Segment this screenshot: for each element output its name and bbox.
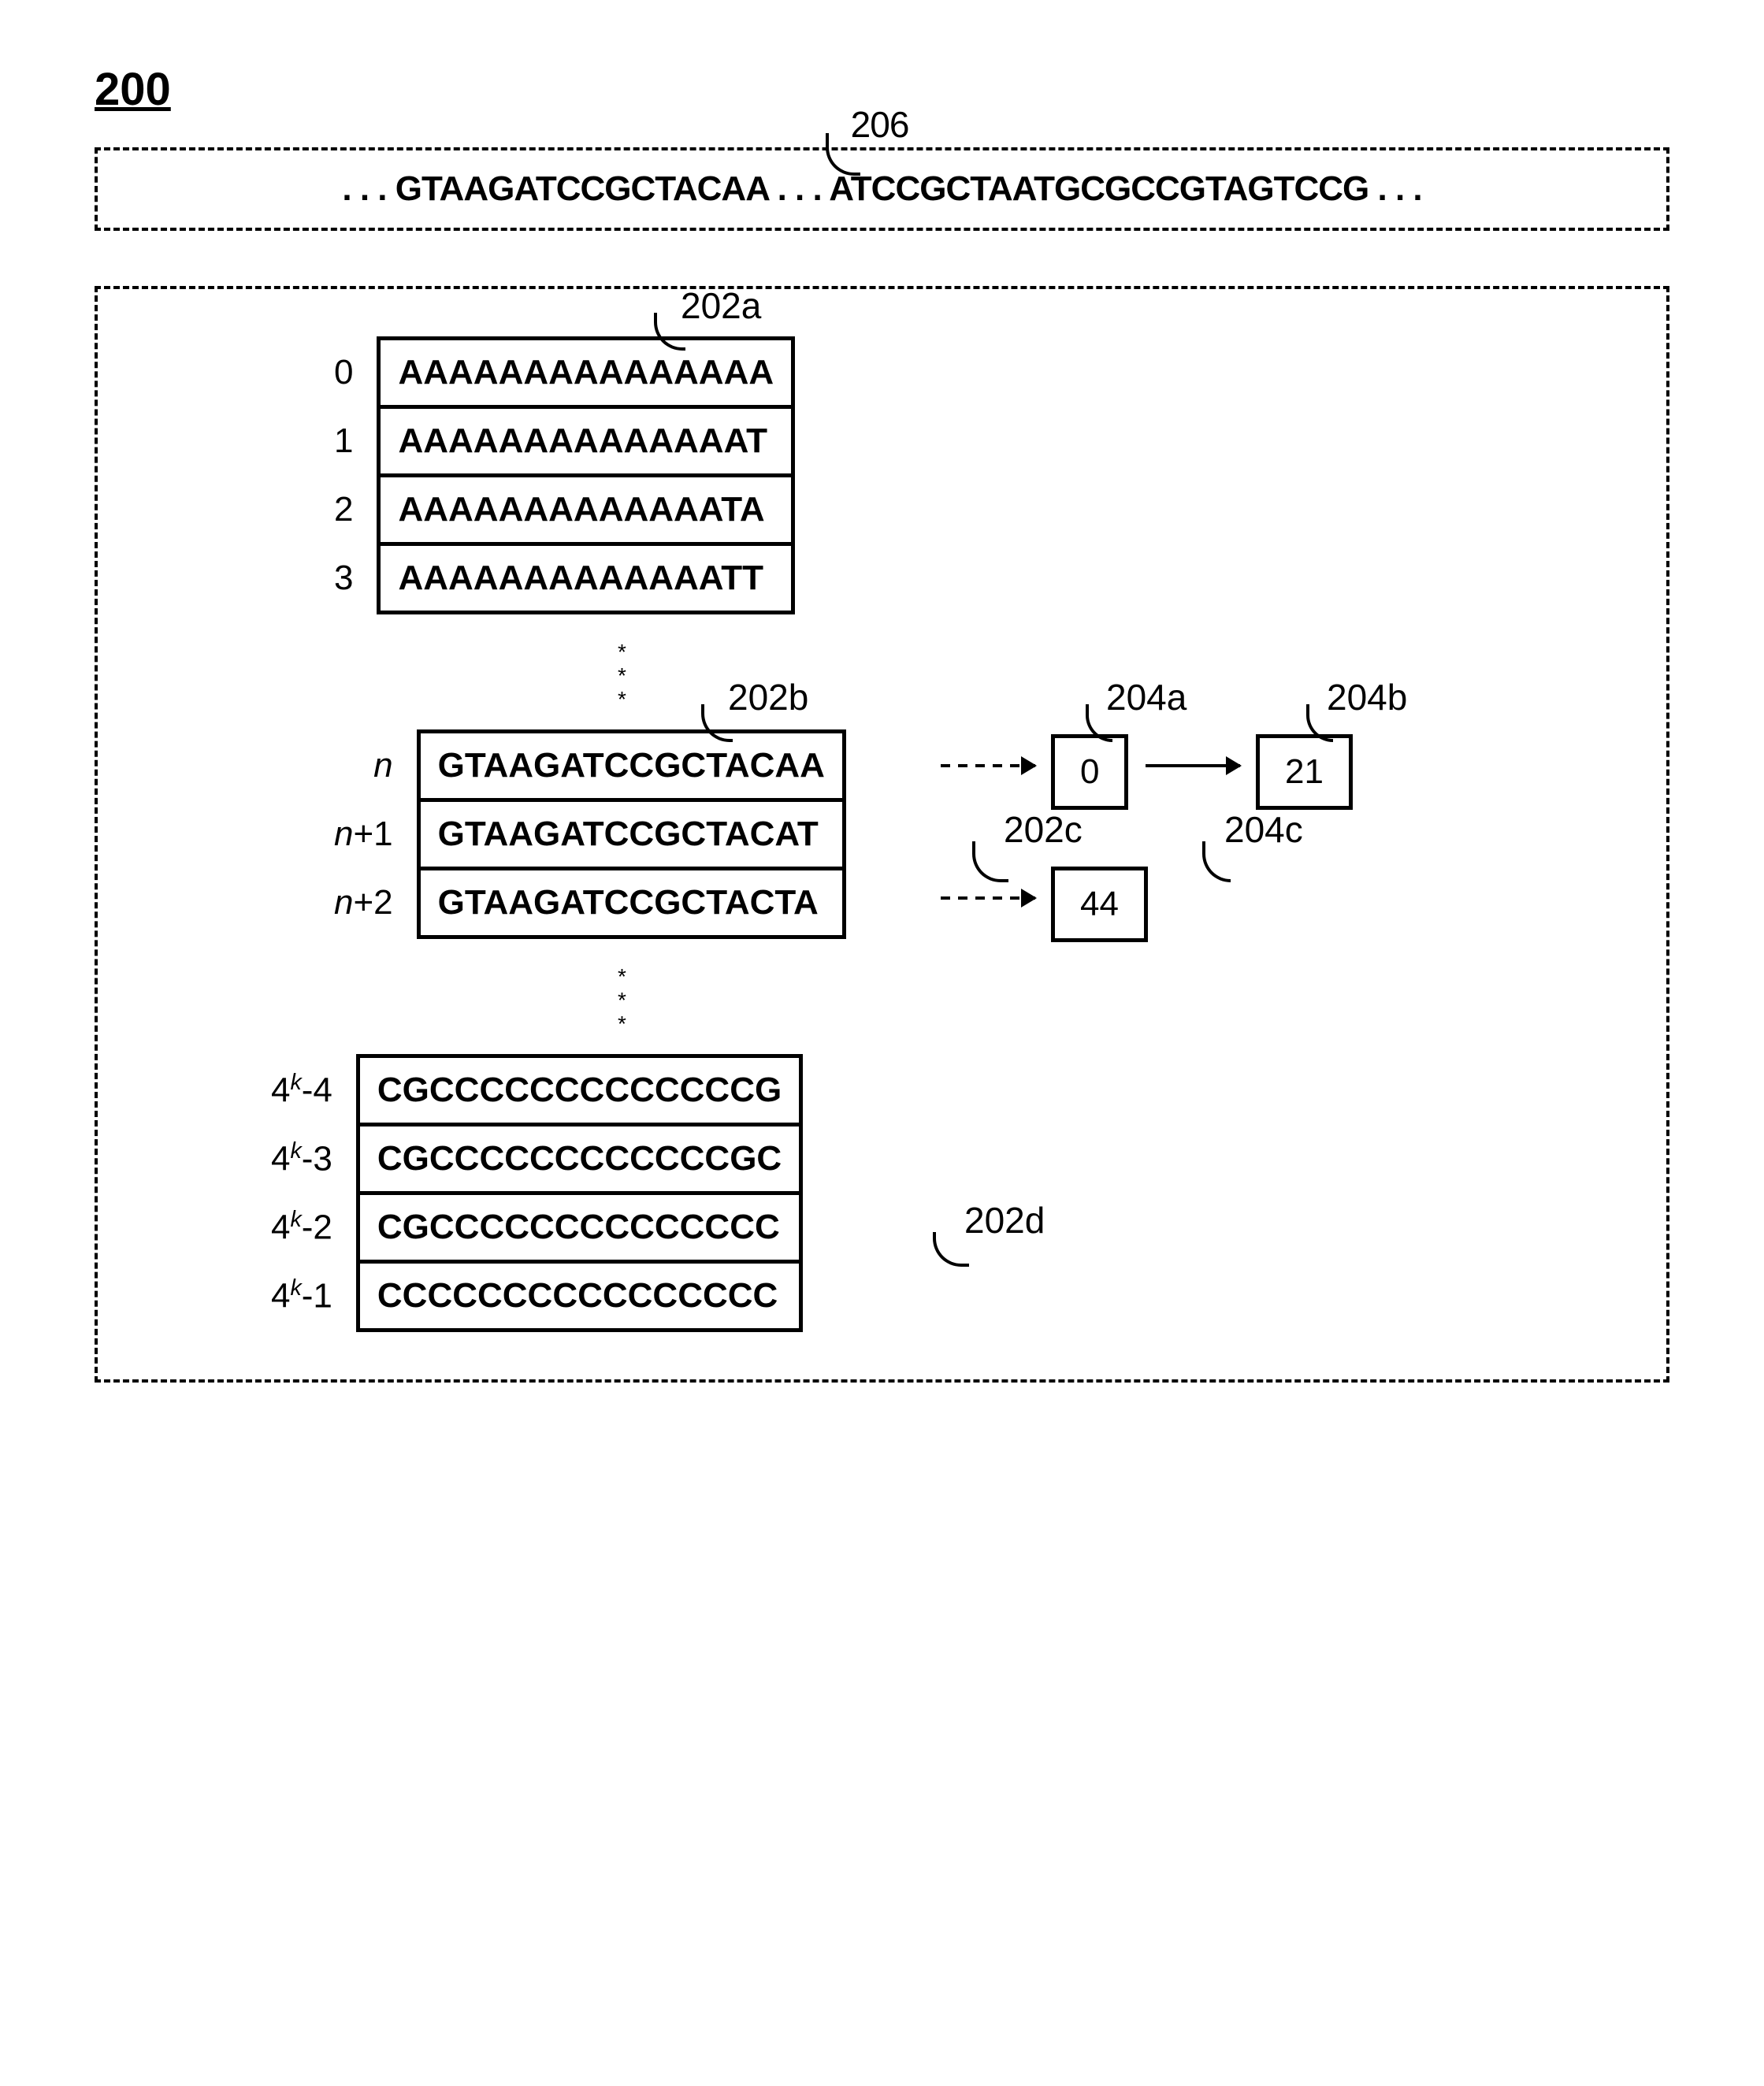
table-row: n+2 GTAAGATCCGCTACTA bbox=[334, 869, 844, 937]
callout-202b: 202b bbox=[728, 676, 808, 718]
sequence-cell: CGCCCCCCCCCCCCGC bbox=[358, 1125, 800, 1193]
sequence-cell: AAAAAAAAAAAAATT bbox=[379, 544, 793, 613]
sequence-cell: GTAAGATCCGCTACAA bbox=[418, 732, 844, 800]
reference-sequence: . . . GTAAGATCCGCTACAA . . . ATCCGCTAATG… bbox=[342, 169, 1421, 208]
sequence-cell: GTAAGATCCGCTACTA bbox=[418, 869, 844, 937]
table-row: 4k-4 CGCCCCCCCCCCCCCG bbox=[271, 1056, 801, 1125]
reference-callout: 206 bbox=[851, 103, 909, 146]
kmer-table-block1: 0 AAAAAAAAAAAAAAA 1 AAAAAAAAAAAAAAT 2 AA… bbox=[334, 336, 795, 614]
table-row: 4k-1 CCCCCCCCCCCCCCCC bbox=[271, 1262, 801, 1331]
value-box-c: 44 bbox=[1051, 867, 1148, 942]
callout-202d: 202d bbox=[964, 1199, 1045, 1242]
kmer-table-block2: n GTAAGATCCGCTACAA n+1 GTAAGATCCGCTACAT … bbox=[334, 729, 846, 939]
arrow-icon bbox=[1146, 764, 1240, 767]
table-row: 4k-2 CGCCCCCCCCCCCCCC bbox=[271, 1193, 801, 1262]
sequence-cell: CGCCCCCCCCCCCCCC bbox=[358, 1193, 800, 1262]
sequence-cell: AAAAAAAAAAAAAAT bbox=[379, 407, 793, 476]
callout-204b: 204b bbox=[1327, 676, 1407, 718]
sequence-cell: AAAAAAAAAAAAAAA bbox=[379, 339, 793, 407]
index-cell: 0 bbox=[334, 339, 379, 407]
value-box-a: 0 bbox=[1051, 734, 1128, 810]
callout-202a: 202a bbox=[681, 284, 761, 327]
arrow-icon bbox=[941, 896, 1035, 900]
index-cell: 4k-3 bbox=[271, 1125, 358, 1193]
table-row: 0 AAAAAAAAAAAAAAA bbox=[334, 339, 793, 407]
index-cell: 4k-4 bbox=[271, 1056, 358, 1125]
table-row: 1 AAAAAAAAAAAAAAT bbox=[334, 407, 793, 476]
index-cell: 4k-2 bbox=[271, 1193, 358, 1262]
kmer-table-block3: 4k-4 CGCCCCCCCCCCCCCG 4k-3 CGCCCCCCCCCCC… bbox=[271, 1054, 803, 1332]
table-row: 2 AAAAAAAAAAAAATA bbox=[334, 476, 793, 544]
callout-204a: 204a bbox=[1106, 676, 1187, 718]
sequence-cell: CCCCCCCCCCCCCCCC bbox=[358, 1262, 800, 1331]
callout-202c: 202c bbox=[1004, 808, 1083, 851]
arrow-icon bbox=[941, 764, 1035, 767]
index-cell: n bbox=[334, 732, 418, 800]
kmer-table-block3-wrap: 4k-4 CGCCCCCCCCCCCCCG 4k-3 CGCCCCCCCCCCC… bbox=[129, 1054, 1635, 1332]
index-cell: 3 bbox=[334, 544, 379, 613]
kmer-table-block2-wrap: 202b 204a 204b n GTAAGATCCGCTACAA n+1 GT… bbox=[129, 729, 1635, 939]
sequence-cell: CGCCCCCCCCCCCCCG bbox=[358, 1056, 800, 1125]
index-cell: 2 bbox=[334, 476, 379, 544]
table-row: n GTAAGATCCGCTACAA bbox=[334, 732, 844, 800]
table-row: n+1 GTAAGATCCGCTACAT bbox=[334, 800, 844, 869]
value-box-b: 21 bbox=[1256, 734, 1353, 810]
index-cell: 4k-1 bbox=[271, 1262, 358, 1331]
sequence-cell: AAAAAAAAAAAAATA bbox=[379, 476, 793, 544]
index-cell: 1 bbox=[334, 407, 379, 476]
vertical-ellipsis: *** bbox=[618, 939, 1635, 1054]
index-cell: n+2 bbox=[334, 869, 418, 937]
table-row: 3 AAAAAAAAAAAAATT bbox=[334, 544, 793, 613]
table-row: 4k-3 CGCCCCCCCCCCCCGC bbox=[271, 1125, 801, 1193]
sequence-cell: GTAAGATCCGCTACAT bbox=[418, 800, 844, 869]
hashmap-container: 202a 0 AAAAAAAAAAAAAAA 1 AAAAAAAAAAAAAAT… bbox=[95, 286, 1669, 1383]
callout-204c: 204c bbox=[1224, 808, 1303, 851]
index-cell: n+1 bbox=[334, 800, 418, 869]
reference-sequence-box: 206 . . . GTAAGATCCGCTACAA . . . ATCCGCT… bbox=[95, 147, 1669, 231]
